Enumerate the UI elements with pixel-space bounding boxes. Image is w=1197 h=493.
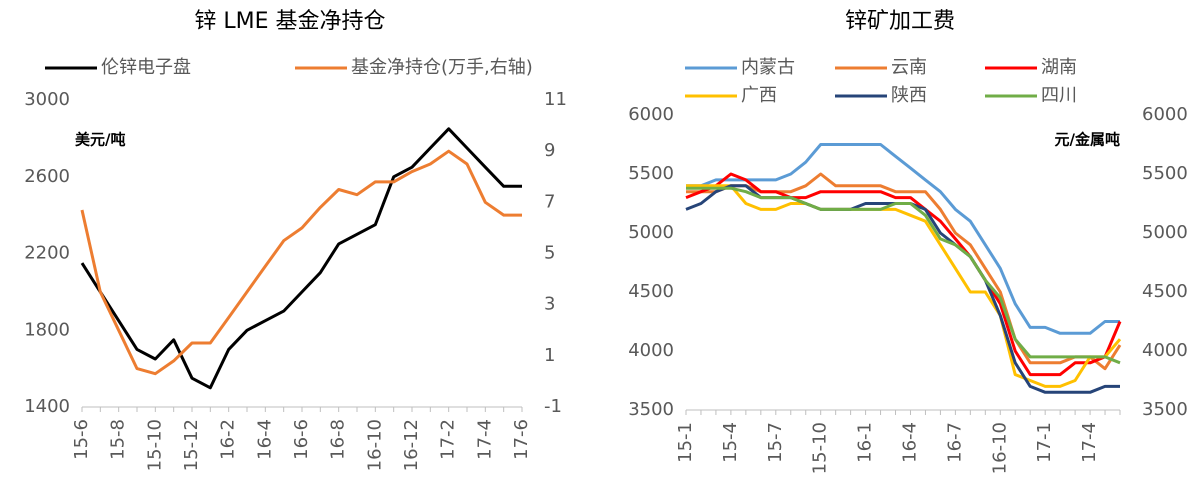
y-tick-label: 5500 — [628, 163, 674, 184]
y-tick-label: 4000 — [628, 340, 674, 361]
y2-tick-label: 1 — [544, 345, 555, 366]
x-tick-label: 17-4 — [1079, 422, 1100, 463]
x-tick-label: 15-10 — [810, 422, 831, 474]
y2-tick-label: 4500 — [1142, 281, 1188, 302]
y-tick-label: 2200 — [24, 243, 70, 264]
y-tick-label: 1400 — [24, 396, 70, 417]
series-line — [80, 149, 522, 376]
series-line — [686, 184, 1122, 388]
x-tick-label: 17-6 — [511, 419, 532, 460]
legend-label: 湖南 — [1041, 57, 1077, 78]
x-tick-label: 15-1 — [675, 422, 696, 463]
x-tick-label: 16-4 — [899, 422, 920, 463]
y2-tick-label: 11 — [544, 89, 567, 110]
chart-title: 锌矿加工费 — [845, 9, 955, 34]
y2-tick-label: 3 — [544, 294, 555, 315]
x-tick-label: 17-4 — [474, 419, 495, 460]
series-line — [685, 172, 1122, 377]
y2-tick-label: 4000 — [1142, 340, 1188, 361]
y-tick-label: 3500 — [628, 399, 674, 420]
series-line — [80, 127, 522, 390]
x-tick-label: 15-4 — [720, 422, 741, 463]
x-tick-label: 16-4 — [254, 419, 275, 460]
legend-label: 云南 — [891, 57, 927, 78]
y2-tick-label: 5 — [544, 243, 555, 264]
x-tick-label: 16-12 — [401, 419, 422, 471]
x-tick-label: 15-10 — [144, 419, 165, 471]
y2-tick-label: 9 — [544, 140, 555, 161]
x-tick-label: 16-2 — [218, 419, 239, 460]
y2-tick-label: 5000 — [1142, 222, 1188, 243]
x-tick-label: 17-1 — [1034, 422, 1055, 463]
y-tick-label: 1800 — [24, 319, 70, 340]
legend-label: 基金净持仓(万手,右轴) — [351, 57, 533, 78]
x-tick-label: 15-7 — [765, 422, 786, 463]
legend-label: 广西 — [741, 85, 777, 106]
x-tick-label: 16-8 — [328, 419, 349, 460]
x-tick-label: 16-6 — [291, 419, 312, 460]
chart-title: 锌 LME 基金净持仓 — [194, 9, 385, 34]
legend-label: 四川 — [1041, 85, 1077, 106]
y2-tick-label: -1 — [544, 396, 562, 417]
x-tick-label: 15-6 — [71, 419, 92, 460]
y-tick-label: 2600 — [24, 166, 70, 187]
x-tick-label: 15-8 — [108, 419, 129, 460]
x-tick-label: 17-2 — [438, 419, 459, 460]
x-tick-label: 16-7 — [944, 422, 965, 463]
y-tick-label: 5000 — [628, 222, 674, 243]
x-tick-label: 16-10 — [364, 419, 385, 471]
y2-tick-label: 7 — [544, 191, 555, 212]
legend-label: 陕西 — [891, 85, 927, 106]
y2-tick-label: 5500 — [1142, 163, 1188, 184]
y2-tick-label: 3500 — [1142, 399, 1188, 420]
legend-label: 伦锌电子盘 — [101, 57, 191, 78]
y-tick-label: 3000 — [24, 89, 70, 110]
y-tick-label: 6000 — [628, 104, 674, 125]
series-line — [686, 143, 1120, 335]
y-tick-label: 4500 — [628, 281, 674, 302]
x-tick-label: 16-10 — [989, 422, 1010, 474]
x-tick-label: 15-12 — [181, 419, 202, 471]
series-line — [686, 186, 1121, 365]
axis-unit: 元/金属吨 — [1055, 131, 1120, 149]
y2-tick-label: 6000 — [1142, 104, 1188, 125]
x-tick-label: 16-1 — [855, 422, 876, 463]
axis-unit: 美元/吨 — [75, 131, 125, 149]
legend-label: 内蒙古 — [741, 57, 795, 78]
